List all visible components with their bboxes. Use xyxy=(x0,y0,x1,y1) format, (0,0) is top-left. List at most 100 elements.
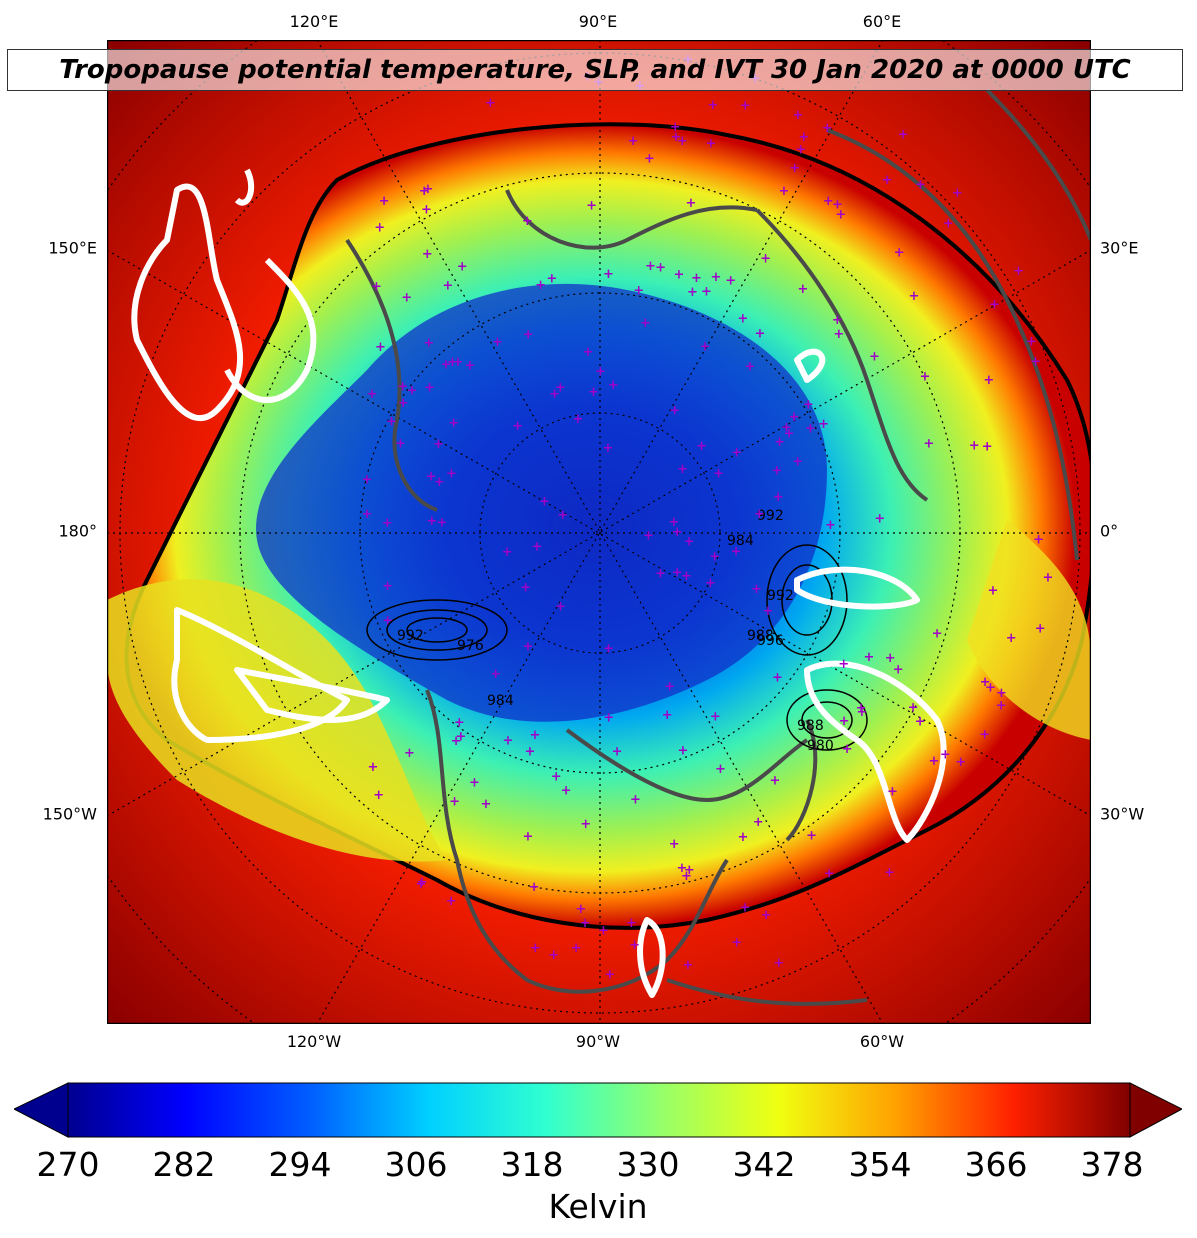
station-marker: + xyxy=(525,745,536,760)
lon-label-bottom: 60°W xyxy=(859,1032,905,1051)
station-marker: + xyxy=(684,863,695,878)
station-marker: + xyxy=(952,186,963,201)
ivt-contour-caribbean xyxy=(637,917,666,998)
colorbar-extend-low xyxy=(14,1082,69,1138)
station-marker: + xyxy=(996,686,1007,701)
station-marker: + xyxy=(423,336,434,351)
station-marker: + xyxy=(366,387,377,402)
station-marker: + xyxy=(417,875,428,890)
station-marker: + xyxy=(969,438,980,453)
colorbar xyxy=(14,1082,1182,1138)
station-marker: + xyxy=(1035,622,1046,637)
colorbar-tick-label: 366 xyxy=(964,1145,1028,1184)
station-marker: + xyxy=(797,282,808,297)
station-marker: + xyxy=(985,681,996,696)
station-marker: + xyxy=(457,259,468,274)
station-marker: + xyxy=(406,383,417,398)
station-marker: + xyxy=(731,445,742,460)
station-marker: + xyxy=(806,829,817,844)
station-marker: + xyxy=(983,373,994,388)
station-marker: + xyxy=(419,184,430,199)
station-marker: + xyxy=(404,746,415,761)
station-marker: + xyxy=(454,715,465,730)
station-marker: + xyxy=(571,941,582,956)
station-marker: + xyxy=(469,776,480,791)
station-marker: + xyxy=(669,404,680,419)
station-marker: + xyxy=(982,440,993,455)
station-marker: + xyxy=(580,817,591,832)
station-marker: + xyxy=(908,701,919,716)
station-marker: + xyxy=(700,339,711,354)
colorbar-tick-label: 342 xyxy=(732,1145,796,1184)
slp-contours xyxy=(366,544,868,751)
lon-label-top: 60°E xyxy=(862,12,902,31)
station-marker: + xyxy=(551,770,562,785)
station-marker: + xyxy=(677,462,688,477)
station-marker: + xyxy=(798,130,809,145)
colorbar-extend-high xyxy=(1129,1082,1182,1138)
station-marker: + xyxy=(608,378,619,393)
station-marker: + xyxy=(715,762,726,777)
station-marker: + xyxy=(645,259,656,274)
station-marker: + xyxy=(453,355,464,370)
station-marker: + xyxy=(362,473,373,488)
station-marker: + xyxy=(655,566,666,581)
ivt-contour-nw-2 xyxy=(224,257,317,403)
station-marker: + xyxy=(856,701,867,716)
station-marker: + xyxy=(573,412,584,427)
station-marker: + xyxy=(603,711,614,726)
station-marker: + xyxy=(555,599,566,614)
station-marker: + xyxy=(874,512,885,527)
station-marker: + xyxy=(481,797,492,812)
station-marker: + xyxy=(770,774,781,789)
station-marker: + xyxy=(598,924,609,939)
station-marker: + xyxy=(416,877,427,892)
station-marker: + xyxy=(512,419,523,434)
station-marker: + xyxy=(678,744,689,759)
station-marker: + xyxy=(382,579,393,594)
ivt-contours xyxy=(131,168,947,998)
station-marker: + xyxy=(465,358,476,373)
station-marker: + xyxy=(446,467,457,482)
station-marker: + xyxy=(522,830,533,845)
station-marker: + xyxy=(778,184,789,199)
station-marker: + xyxy=(825,518,836,533)
slp-label: 992 xyxy=(757,508,784,524)
station-marker: + xyxy=(932,626,943,641)
slp-label: 988 xyxy=(797,718,824,734)
station-marker: + xyxy=(455,730,466,745)
map-canvas: 984 992 992 988 996 992 976 984 988 980 … xyxy=(107,40,1091,1024)
station-marker: + xyxy=(989,298,1000,313)
station-marker: + xyxy=(434,475,445,490)
station-marker: + xyxy=(915,177,926,192)
station-marker: + xyxy=(681,569,692,584)
station-marker: + xyxy=(979,728,990,743)
station-marker: + xyxy=(751,582,762,597)
station-marker: + xyxy=(763,604,774,619)
lon-label-right: 0° xyxy=(1100,521,1119,541)
station-marker: + xyxy=(523,327,534,342)
station-marker: + xyxy=(629,938,640,953)
station-marker: + xyxy=(535,278,546,293)
lon-label-left: 180° xyxy=(58,521,97,541)
station-marker: + xyxy=(940,748,951,763)
station-marker: + xyxy=(668,515,679,530)
station-marker: + xyxy=(882,173,893,188)
station-marker: + xyxy=(980,675,991,690)
station-marker: + xyxy=(929,754,940,769)
station-marker: + xyxy=(379,194,390,209)
slp-label: 992 xyxy=(397,628,424,644)
station-marker: + xyxy=(738,830,749,845)
ivt-contour-n xyxy=(234,168,255,206)
station-marker: + xyxy=(725,273,736,288)
station-marker: + xyxy=(371,280,382,295)
colorbar-tick-label: 330 xyxy=(616,1145,680,1184)
station-marker: + xyxy=(633,284,644,299)
colorbar-unit-label: Kelvin xyxy=(548,1187,648,1226)
station-marker: + xyxy=(490,667,501,682)
station-marker: + xyxy=(485,96,496,111)
slp-label: 984 xyxy=(727,533,754,549)
station-marker: + xyxy=(709,550,720,565)
station-marker: + xyxy=(397,380,408,395)
station-marker: + xyxy=(713,466,724,481)
